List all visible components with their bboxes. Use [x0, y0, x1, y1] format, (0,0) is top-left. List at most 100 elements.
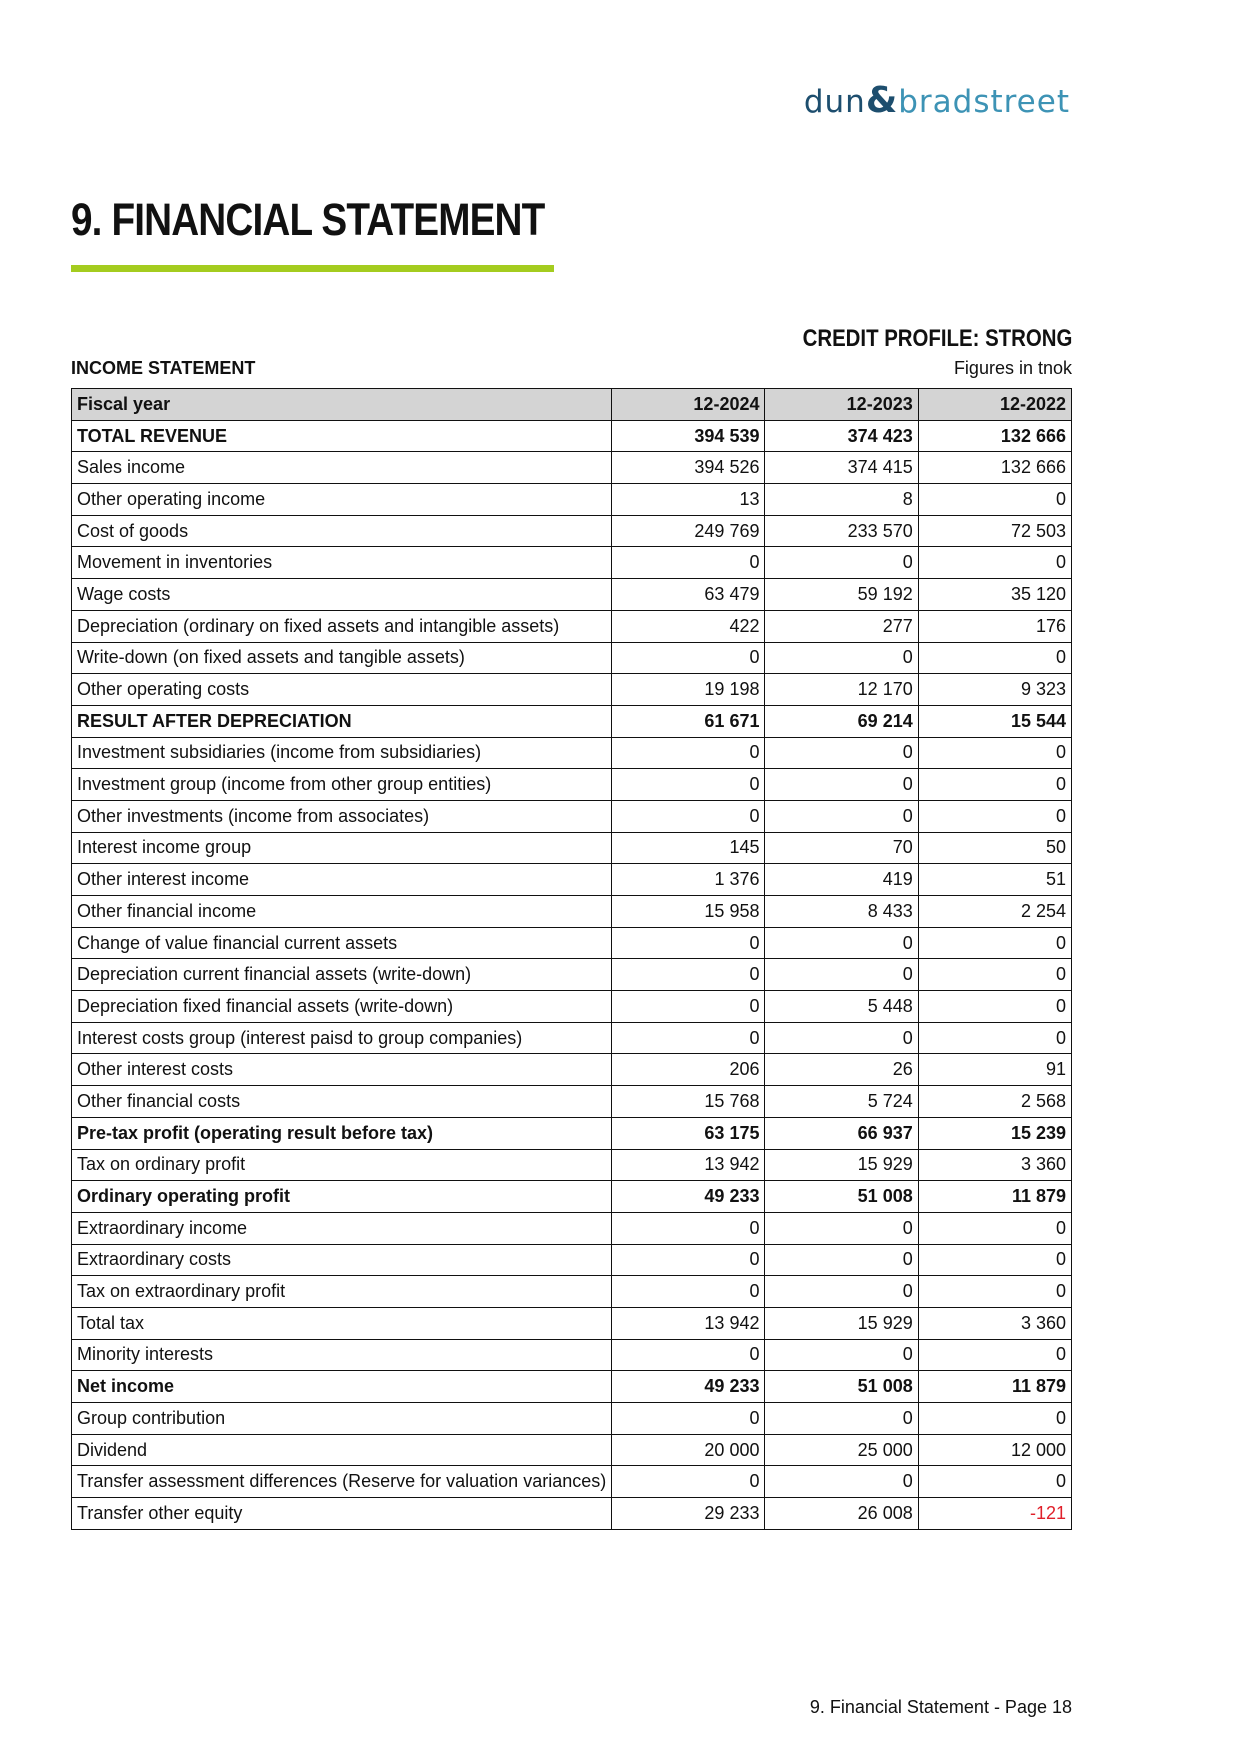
row-value: 132 666: [917, 419, 1073, 453]
table-row: Other financial income 15 958 8 433 2 254: [70, 895, 1073, 928]
table-row: Ordinary operating profit 49 233 51 008 11 …: [70, 1180, 1073, 1213]
table-row: Change of value financial current assets…: [70, 926, 1073, 960]
row-value: 132 666: [917, 451, 1073, 485]
row-value: 9 323: [917, 673, 1073, 706]
table-row: Interest costs group (interest paisd to …: [70, 1021, 1073, 1055]
row-value: 374 415: [764, 451, 919, 485]
table-row: Other operating costs 19 198 12 170 9 323: [70, 673, 1073, 706]
row-value: 0: [611, 990, 766, 1023]
row-value: 0: [917, 1021, 1073, 1055]
row-value: 8 433: [764, 895, 919, 928]
row-value: 0: [611, 1338, 766, 1372]
row-value: 12 000: [917, 1433, 1073, 1467]
row-value: 13: [611, 483, 766, 516]
row-value: 3 360: [917, 1306, 1073, 1340]
row-value: 422: [611, 609, 766, 643]
row-label: Investment group (income from other grou…: [70, 768, 613, 801]
row-label: Total tax: [70, 1306, 613, 1340]
row-value: 0: [917, 768, 1073, 801]
units-note: Figures in tnok: [953, 358, 1072, 378]
row-value: 13 942: [611, 1306, 766, 1340]
row-value: 0: [611, 768, 766, 801]
row-value: 51: [917, 863, 1073, 896]
row-value: 66 937: [764, 1116, 919, 1150]
row-value: 15 544: [917, 704, 1073, 738]
row-label: Write-down (on fixed assets and tangible…: [70, 641, 613, 675]
row-value: 0: [917, 736, 1073, 770]
row-label: Net income: [70, 1370, 613, 1403]
row-value: 0: [611, 926, 766, 960]
row-value: 0: [764, 1021, 919, 1055]
row-value: 51 008: [764, 1180, 919, 1213]
table-row: Dividend 20 000 25 000 12 000: [70, 1433, 1073, 1467]
table-row: Transfer other equity 29 233 26 008 -121: [70, 1497, 1073, 1530]
row-value: 20 000: [611, 1433, 766, 1467]
row-value: 0: [764, 1243, 919, 1277]
credit-profile: CREDIT PROFILE: STRONG: [802, 325, 1072, 352]
row-value: 2 254: [917, 895, 1073, 928]
header-fiscal-year: Fiscal year: [70, 388, 613, 421]
table-row: Interest income group 145 70 50: [70, 831, 1073, 865]
row-value: 0: [917, 799, 1073, 833]
row-label: TOTAL REVENUE: [70, 419, 613, 453]
table-row: Sales income 394 526 374 415 132 666: [70, 451, 1073, 485]
row-value: 374 423: [764, 419, 919, 453]
row-label: Other financial income: [70, 895, 613, 928]
row-value: 5 448: [764, 990, 919, 1023]
row-value: 91: [917, 1053, 1073, 1087]
row-value: 0: [917, 1338, 1073, 1372]
row-value: 206: [611, 1053, 766, 1087]
row-value: 0: [764, 926, 919, 960]
table-row: Depreciation (ordinary on fixed assets a…: [70, 609, 1073, 643]
row-label: Tax on extraordinary profit: [70, 1275, 613, 1308]
row-label: Other financial costs: [70, 1085, 613, 1118]
row-value: 26: [764, 1053, 919, 1087]
row-value: 0: [764, 546, 919, 580]
table-row: Write-down (on fixed assets and tangible…: [70, 641, 1073, 675]
row-label: Other interest income: [70, 863, 613, 896]
row-value: 0: [764, 641, 919, 675]
row-value: 0: [611, 1211, 766, 1245]
table-row: Net income 49 233 51 008 11 879: [70, 1370, 1073, 1403]
row-value: 0: [764, 799, 919, 833]
row-value: 0: [611, 799, 766, 833]
row-label: Investment subsidiaries (income from sub…: [70, 736, 613, 770]
row-label: Tax on ordinary profit: [70, 1148, 613, 1182]
row-value: 0: [917, 1465, 1073, 1499]
row-value: 11 879: [917, 1370, 1073, 1403]
row-value: 145: [611, 831, 766, 865]
row-value: 15 958: [611, 895, 766, 928]
row-value: 249 769: [611, 514, 766, 548]
table-row: Cost of goods 249 769 233 570 72 503: [70, 514, 1073, 548]
header-year: 12-2024: [611, 388, 766, 421]
dun-bradstreet-logo: dun&bradstreet: [804, 80, 1070, 121]
row-value: 176: [917, 609, 1073, 643]
logo-part-bradstreet: bradstreet: [898, 84, 1070, 120]
table-row: Other financial costs 15 768 5 724 2 568: [70, 1085, 1073, 1118]
row-value: 15 239: [917, 1116, 1073, 1150]
row-value: 13 942: [611, 1148, 766, 1182]
table-row: Minority interests 0 0 0: [70, 1338, 1073, 1372]
row-value: 0: [611, 1021, 766, 1055]
row-value: 0: [917, 546, 1073, 580]
row-value: 15 929: [764, 1148, 919, 1182]
row-label: Other operating income: [70, 483, 613, 516]
table-row: Investment group (income from other grou…: [70, 768, 1073, 801]
table-row: Depreciation fixed financial assets (wri…: [70, 990, 1073, 1023]
row-value: 49 233: [611, 1180, 766, 1213]
row-value: 2 568: [917, 1085, 1073, 1118]
row-value: 5 724: [764, 1085, 919, 1118]
title-underline: [71, 265, 554, 272]
table-row: Extraordinary costs 0 0 0: [70, 1243, 1073, 1277]
row-value: 0: [917, 1243, 1073, 1277]
header-year: 12-2023: [764, 388, 919, 421]
row-value: 0: [764, 1275, 919, 1308]
row-value: 50: [917, 831, 1073, 865]
row-value: 0: [611, 1243, 766, 1277]
table-row: Pre-tax profit (operating result before …: [70, 1116, 1073, 1150]
row-label: RESULT AFTER DEPRECIATION: [70, 704, 613, 738]
section-title: INCOME STATEMENT: [71, 358, 256, 378]
table-row: Investment subsidiaries (income from sub…: [70, 736, 1073, 770]
row-value: 70: [764, 831, 919, 865]
row-value: 0: [917, 1211, 1073, 1245]
